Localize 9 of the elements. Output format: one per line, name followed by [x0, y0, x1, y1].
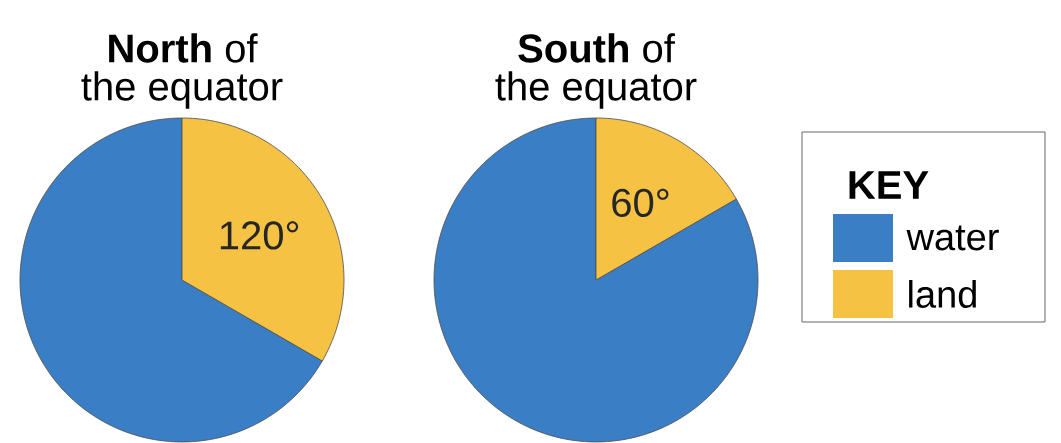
data-label: 120° [220, 221, 299, 250]
chart-title: South of [518, 33, 675, 63]
legend-label: land [909, 280, 976, 308]
chart-subtitle: the equator [81, 71, 283, 109]
legend-label: water [906, 225, 999, 251]
legend-title: KEY [849, 171, 929, 199]
data-label: 60° [612, 188, 669, 217]
chart-subtitle: the equator [495, 71, 697, 109]
chart-title: North of [109, 33, 258, 63]
